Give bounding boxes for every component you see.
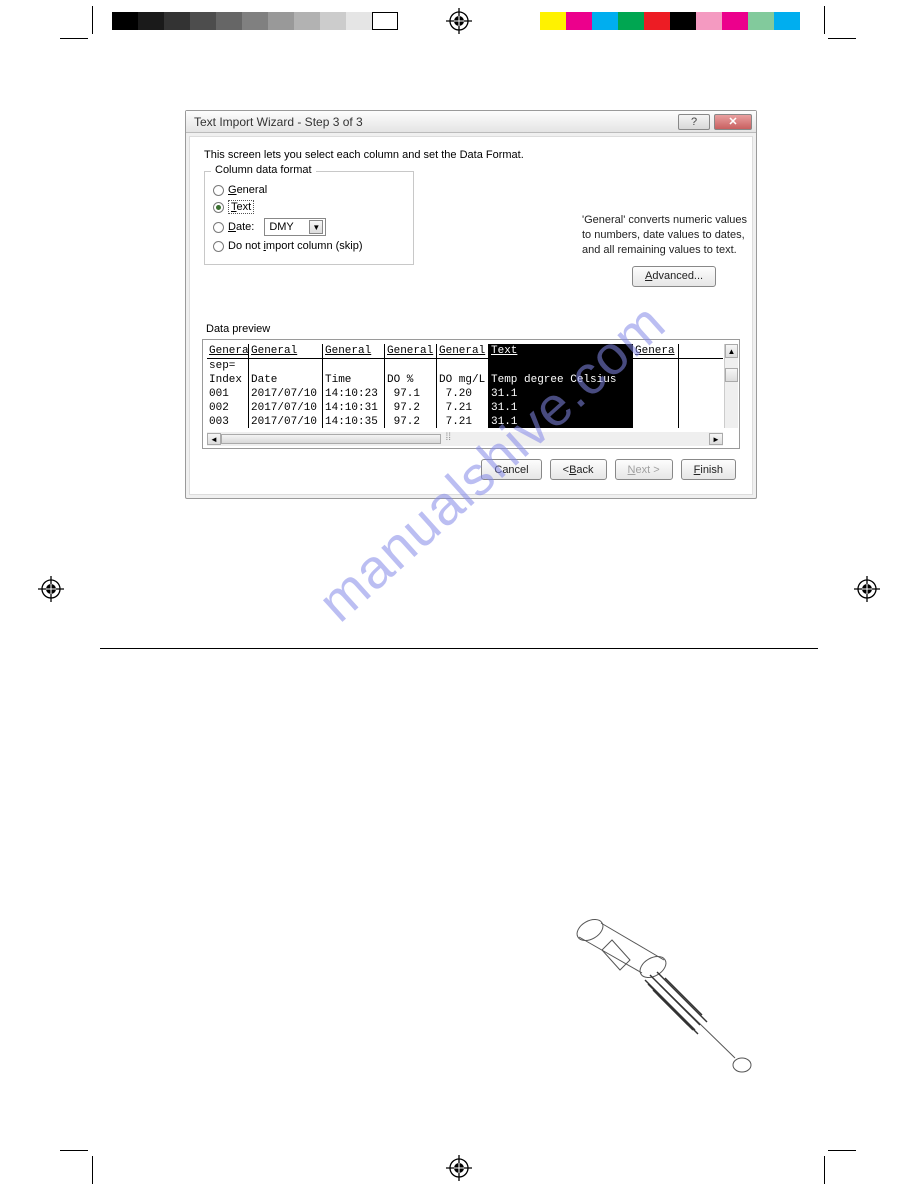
radio-skip[interactable]: Do not import column (skip) xyxy=(213,240,405,252)
preview-rows: sep=IndexDateTimeDO %DO mg/LTemp degree … xyxy=(207,359,723,428)
dialog-title: Text Import Wizard - Step 3 of 3 xyxy=(194,115,363,129)
vertical-scrollbar[interactable]: ▲ xyxy=(724,344,738,428)
preview-row: 0022017/07/1014:10:31 97.2 7.2131.1 xyxy=(207,401,723,415)
registration-mark-icon xyxy=(446,8,472,34)
radio-skip-label: Do not import column (skip) xyxy=(228,240,363,252)
help-button[interactable]: ? xyxy=(678,114,710,130)
chevron-down-icon: ▼ xyxy=(309,220,323,234)
grayscale-colorbar xyxy=(112,12,398,30)
radio-general[interactable]: General xyxy=(213,184,405,196)
date-combo-value: DMY xyxy=(269,221,293,233)
radio-icon xyxy=(213,241,224,252)
scroll-right-icon[interactable]: ► xyxy=(709,433,723,445)
scroll-left-icon[interactable]: ◄ xyxy=(207,433,221,445)
advanced-button[interactable]: Advanced... xyxy=(632,266,716,287)
back-button[interactable]: < Back xyxy=(550,459,607,480)
preview-label: Data preview xyxy=(206,323,740,335)
help-text: 'General' converts numeric values to num… xyxy=(432,213,752,266)
cropmark xyxy=(828,1150,856,1151)
close-button[interactable]: ✕ xyxy=(714,114,752,130)
cropmark xyxy=(92,1156,93,1184)
column-header[interactable]: Genera xyxy=(633,344,679,358)
titlebar: Text Import Wizard - Step 3 of 3 ? ✕ xyxy=(186,111,756,133)
fieldset-legend: Column data format xyxy=(211,164,316,176)
next-button: Next > xyxy=(615,459,673,480)
radio-icon xyxy=(213,202,224,213)
cropmark xyxy=(60,38,88,39)
scroll-thumb[interactable] xyxy=(725,368,738,382)
scroll-thumb[interactable] xyxy=(221,434,441,444)
radio-icon xyxy=(213,222,224,233)
radio-text[interactable]: Text xyxy=(213,200,405,214)
cropmark xyxy=(824,1156,825,1184)
column-header[interactable]: General xyxy=(437,344,489,358)
cropmark xyxy=(824,6,825,34)
radio-text-label: Text xyxy=(228,200,254,214)
preview-row: 0012017/07/1014:10:23 97.1 7.2031.1 xyxy=(207,387,723,401)
color-colorbar xyxy=(540,12,800,30)
scroll-up-icon[interactable]: ▲ xyxy=(725,344,738,358)
preview-headers: GeneraGeneralGeneralGeneralGeneralTextGe… xyxy=(207,344,723,359)
button-row: Cancel < Back Next > Finish xyxy=(202,449,740,482)
radio-icon xyxy=(213,185,224,196)
registration-mark-icon xyxy=(854,576,880,602)
column-header[interactable]: General xyxy=(323,344,385,358)
registration-mark-icon xyxy=(38,576,64,602)
column-header[interactable]: Genera xyxy=(207,344,249,358)
cancel-button[interactable]: Cancel xyxy=(481,459,541,480)
column-header[interactable]: Text xyxy=(489,344,633,358)
radio-date[interactable]: Date: DMY ▼ xyxy=(213,218,405,236)
cropmark xyxy=(60,1150,88,1151)
radio-general-label: General xyxy=(228,184,267,196)
column-header[interactable]: General xyxy=(385,344,437,358)
column-data-format-group: Column data format General Text Date: DM… xyxy=(204,171,414,265)
preview-row: 0032017/07/1014:10:35 97.2 7.2131.1 xyxy=(207,415,723,428)
divider xyxy=(100,648,818,649)
dialog-body: This screen lets you select each column … xyxy=(189,136,753,495)
instruction-text: This screen lets you select each column … xyxy=(204,149,740,161)
registration-mark-icon xyxy=(446,1155,472,1181)
text-import-wizard-dialog: Text Import Wizard - Step 3 of 3 ? ✕ Thi… xyxy=(185,110,757,499)
date-format-combo[interactable]: DMY ▼ xyxy=(264,218,326,236)
cropmark xyxy=(92,6,93,34)
data-preview: GeneraGeneralGeneralGeneralGeneralTextGe… xyxy=(202,339,740,449)
cropmark xyxy=(828,38,856,39)
radio-date-label: Date: xyxy=(228,221,254,233)
brush-illustration xyxy=(530,900,780,1100)
column-header[interactable]: General xyxy=(249,344,323,358)
preview-row: sep= xyxy=(207,359,723,373)
preview-row: IndexDateTimeDO %DO mg/LTemp degree Cels… xyxy=(207,373,723,387)
horizontal-scrollbar[interactable]: ◄ ⁞⁞ ► xyxy=(207,432,723,446)
finish-button[interactable]: Finish xyxy=(681,459,736,480)
